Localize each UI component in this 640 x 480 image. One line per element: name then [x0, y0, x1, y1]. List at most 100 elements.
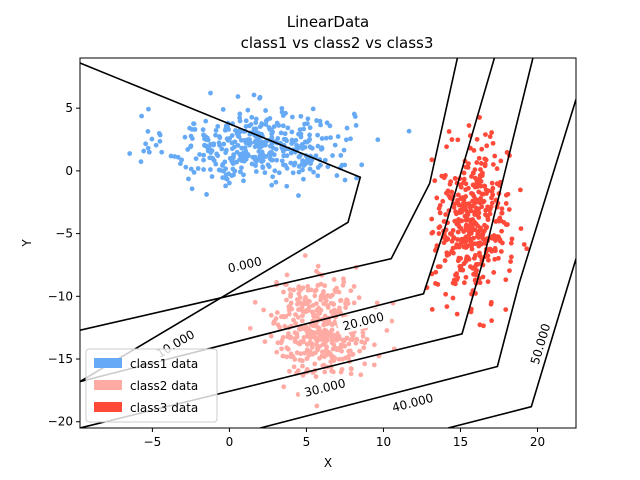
- data-point: [281, 314, 287, 320]
- data-point: [430, 229, 436, 235]
- data-point: [195, 166, 201, 171]
- data-point: [469, 191, 474, 196]
- contour-line-0: [80, 58, 459, 331]
- data-point: [483, 225, 489, 231]
- data-point: [288, 354, 294, 360]
- data-point: [319, 349, 325, 355]
- legend-label-class1: class1 data: [130, 357, 198, 371]
- data-point: [295, 392, 301, 397]
- data-point: [317, 334, 323, 340]
- y-axis-ticks: 5 0 −5 −10 −15 −20: [48, 101, 80, 429]
- data-point: [447, 181, 453, 187]
- data-point: [289, 129, 295, 135]
- data-point: [282, 131, 288, 137]
- chart-title: LinearData: [287, 13, 369, 31]
- data-point: [517, 187, 523, 193]
- data-point: [300, 158, 306, 164]
- data-point: [315, 165, 321, 170]
- contour-line-20: [80, 58, 496, 383]
- data-point: [287, 368, 292, 374]
- data-point: [433, 280, 438, 286]
- data-point: [239, 158, 245, 164]
- data-point: [341, 147, 347, 153]
- data-point: [332, 320, 338, 326]
- data-point: [159, 149, 165, 155]
- data-point: [217, 135, 223, 141]
- data-point: [251, 92, 257, 98]
- data-point: [440, 198, 446, 204]
- data-point: [145, 129, 151, 134]
- data-point: [334, 285, 340, 291]
- data-point: [272, 168, 278, 174]
- data-point: [245, 137, 251, 142]
- data-point: [296, 307, 301, 313]
- data-point: [488, 301, 494, 307]
- data-point: [490, 185, 496, 191]
- data-point: [308, 335, 314, 341]
- data-point: [483, 132, 488, 138]
- data-point: [235, 94, 241, 99]
- data-point: [452, 281, 458, 287]
- data-point: [293, 312, 298, 317]
- data-point: [308, 161, 313, 166]
- data-point: [457, 207, 463, 213]
- data-point: [476, 215, 482, 220]
- data-point: [266, 164, 272, 170]
- data-point: [359, 339, 364, 345]
- data-point: [348, 288, 354, 294]
- data-point: [485, 217, 491, 223]
- data-point: [338, 342, 344, 348]
- x-tick-label: 0: [226, 435, 234, 449]
- data-point: [441, 240, 447, 246]
- data-point: [291, 364, 297, 370]
- data-point: [461, 244, 467, 250]
- data-point: [470, 182, 476, 188]
- data-point: [313, 342, 319, 348]
- y-tick-label: −15: [48, 352, 73, 366]
- data-point: [335, 331, 341, 336]
- y-tick-label: 5: [65, 101, 73, 115]
- data-point: [233, 128, 238, 133]
- data-point: [437, 210, 443, 216]
- data-point: [319, 146, 325, 152]
- data-point: [315, 173, 321, 179]
- data-point: [201, 157, 206, 163]
- data-point: [491, 234, 497, 240]
- data-point: [471, 148, 477, 153]
- data-point: [262, 170, 268, 176]
- data-point: [149, 136, 155, 142]
- data-point: [465, 185, 471, 191]
- data-point: [364, 337, 370, 342]
- legend-label-class3: class3 data: [130, 401, 198, 415]
- data-point: [498, 158, 504, 164]
- data-point: [346, 348, 352, 354]
- data-point: [232, 139, 238, 145]
- data-point: [153, 142, 159, 148]
- data-point: [259, 159, 265, 164]
- data-point: [492, 153, 498, 159]
- data-point: [332, 142, 338, 148]
- data-point: [141, 148, 147, 154]
- data-point: [231, 172, 236, 178]
- data-point: [279, 346, 284, 352]
- data-point: [480, 232, 486, 238]
- data-point: [268, 127, 274, 133]
- data-point: [263, 108, 269, 113]
- data-point: [324, 321, 330, 327]
- data-point: [292, 357, 298, 362]
- data-point: [179, 157, 185, 163]
- data-point: [298, 113, 304, 119]
- data-point: [224, 147, 229, 153]
- data-point: [332, 355, 337, 361]
- data-point: [197, 152, 202, 157]
- data-point: [508, 254, 514, 260]
- data-point: [310, 106, 316, 112]
- data-point: [442, 258, 448, 263]
- data-point: [506, 207, 512, 212]
- data-point: [468, 217, 474, 223]
- data-point: [317, 355, 322, 361]
- data-point: [473, 200, 479, 205]
- x-tick-label: 5: [303, 435, 311, 449]
- data-point: [320, 342, 326, 347]
